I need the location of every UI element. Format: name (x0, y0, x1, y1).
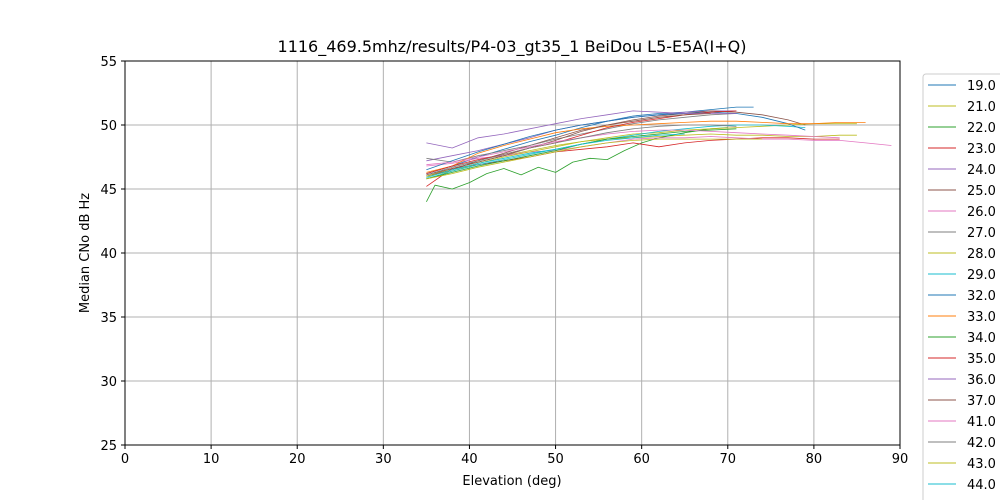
legend-label: 23.0 (967, 142, 996, 157)
legend-label: 34.0 (967, 331, 996, 346)
x-tick-label: 60 (633, 452, 650, 467)
legend-label: 21.0 (967, 100, 996, 115)
series-line-32.0 (426, 111, 806, 171)
series-line-29.0 (426, 124, 806, 180)
x-tick-label: 20 (289, 452, 306, 467)
legend-label: 28.0 (967, 247, 996, 262)
y-tick-label: 55 (100, 55, 117, 70)
chart-title: 1116_469.5mhz/results/P4-03_gt35_1 BeiDo… (278, 37, 747, 57)
y-tick-label: 40 (100, 247, 117, 262)
series-line-44.0 (426, 133, 685, 178)
legend-label: 25.0 (967, 184, 996, 199)
legend-label: 32.0 (967, 289, 996, 304)
x-tick-label: 40 (461, 452, 478, 467)
series-line-43.0 (426, 138, 763, 180)
series-line-37.0 (426, 113, 711, 176)
legend-label: 33.0 (967, 310, 996, 325)
legend-label: 36.0 (967, 373, 996, 388)
legend-label: 26.0 (967, 205, 996, 220)
x-tick-label: 80 (806, 452, 823, 467)
legend-label: 27.0 (967, 226, 996, 241)
y-axis-label: Median CNo dB Hz (78, 193, 93, 313)
y-tick-label: 30 (100, 375, 117, 390)
legend-label: 37.0 (967, 394, 996, 409)
legend-label: 29.0 (967, 268, 996, 283)
y-tick-label: 50 (100, 119, 117, 134)
legend: 19.0 21.0 22.0 23.0 24.0 25.0 26.0 27.0 28.0 29.0… (922, 73, 1000, 500)
series-line-41.0 (426, 129, 840, 166)
x-tick-label: 0 (121, 452, 129, 467)
x-tick-label: 30 (375, 452, 392, 467)
x-axis-label: Elevation (deg) (462, 474, 561, 489)
legend-box (922, 73, 1000, 500)
series-line-42.0 (426, 124, 737, 176)
x-tick-label: 10 (203, 452, 220, 467)
legend-label: 42.0 (967, 436, 996, 451)
series-line-33.0 (426, 120, 866, 173)
series-lines (426, 106, 892, 202)
legend-label: 44.0 (967, 478, 996, 493)
x-tick-label: 50 (547, 452, 564, 467)
legend-label: 41.0 (967, 415, 996, 430)
series-line-27.0 (426, 113, 737, 163)
legend-label: 22.0 (967, 121, 996, 136)
legend-label: 43.0 (967, 457, 996, 472)
y-tick-label: 45 (100, 183, 117, 198)
legend-label: 24.0 (967, 163, 996, 178)
x-tick-label: 90 (892, 452, 909, 467)
y-tick-label: 25 (100, 439, 117, 454)
y-tick-label: 35 (100, 311, 117, 326)
x-tick-label: 70 (720, 452, 737, 467)
series-line-23.0 (426, 137, 840, 187)
axis-ticks: 0 10 20 30 40 50 60 70 80 90 25 30 35 40 45 50 55 (100, 55, 908, 467)
series-line-36.0 (426, 110, 737, 149)
series-line-19.0 (426, 106, 754, 174)
series-line-22.0 (426, 127, 728, 202)
legend-label: 19.0 (967, 79, 996, 94)
grid (124, 60, 901, 446)
legend-label: 35.0 (967, 352, 996, 367)
